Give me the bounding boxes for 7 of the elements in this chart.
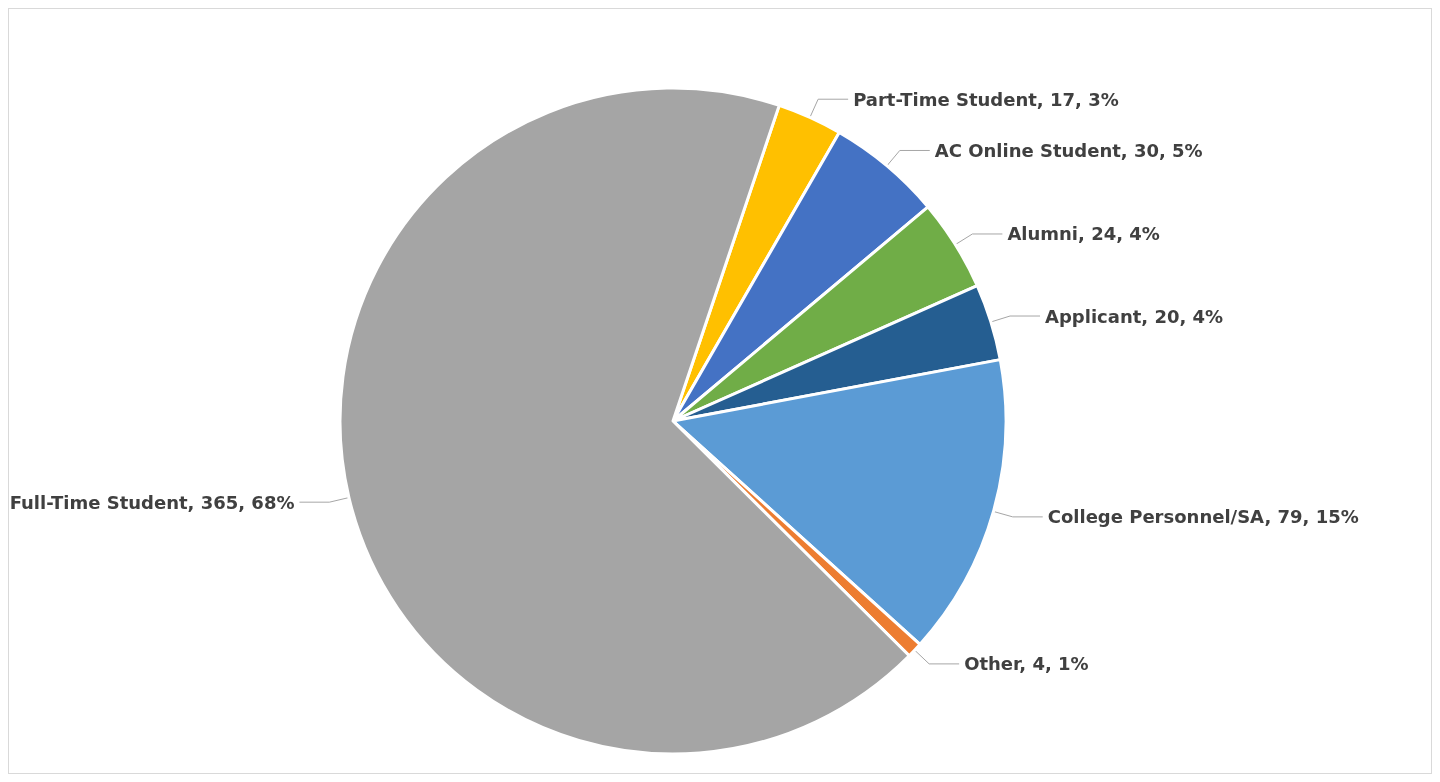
slice-label: Other, 4, 1% — [964, 653, 1089, 675]
slice-label: College Personnel/SA, 79, 15% — [1047, 506, 1359, 528]
slice-label: AC Online Student, 30, 5% — [934, 139, 1203, 161]
slice-label: Full-Time Student, 365, 68% — [9, 491, 295, 513]
slice-label: Part-Time Student, 17, 3% — [853, 88, 1119, 110]
slice-label: Alumni, 24, 4% — [1007, 223, 1160, 245]
slice-label: Applicant, 20, 4% — [1045, 305, 1224, 327]
